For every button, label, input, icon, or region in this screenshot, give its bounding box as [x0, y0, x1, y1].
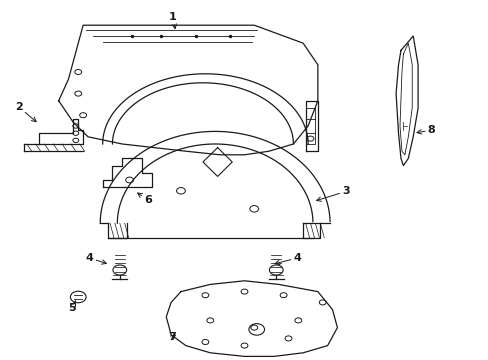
- Text: 6: 6: [137, 193, 152, 206]
- Text: 1: 1: [168, 12, 176, 29]
- Text: 2: 2: [15, 102, 36, 122]
- Text: 8: 8: [416, 125, 435, 135]
- Text: 5: 5: [68, 301, 76, 314]
- Text: 4: 4: [275, 253, 301, 265]
- Text: 7: 7: [168, 332, 176, 342]
- Text: 4: 4: [85, 253, 106, 264]
- Text: 3: 3: [316, 186, 349, 201]
